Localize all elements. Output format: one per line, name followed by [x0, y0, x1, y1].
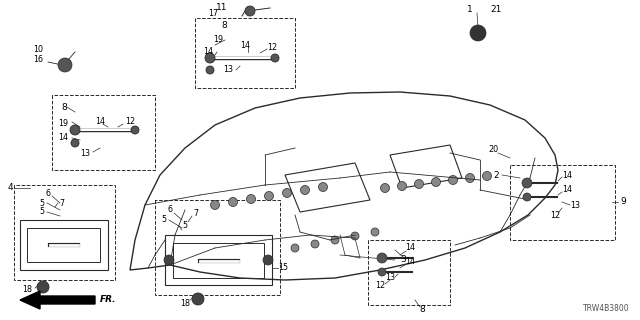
- Text: 19: 19: [58, 118, 68, 127]
- Text: 20: 20: [488, 146, 498, 155]
- Circle shape: [351, 232, 359, 240]
- Circle shape: [192, 293, 204, 305]
- Circle shape: [58, 58, 72, 72]
- Text: 1: 1: [467, 5, 473, 14]
- Text: 12: 12: [267, 43, 277, 52]
- Circle shape: [264, 191, 273, 201]
- Text: 12: 12: [125, 116, 135, 125]
- Text: 14: 14: [240, 41, 250, 50]
- Text: 9: 9: [620, 197, 626, 206]
- Text: 12: 12: [550, 211, 560, 220]
- Text: 8: 8: [419, 306, 425, 315]
- Text: 13: 13: [385, 274, 395, 283]
- Circle shape: [311, 240, 319, 248]
- Circle shape: [164, 255, 174, 265]
- Circle shape: [319, 182, 328, 191]
- Text: 13: 13: [570, 201, 580, 210]
- Circle shape: [377, 253, 387, 263]
- Text: 17: 17: [208, 10, 218, 19]
- Circle shape: [291, 244, 299, 252]
- Text: 14: 14: [405, 244, 415, 252]
- Text: 8: 8: [61, 102, 67, 111]
- Circle shape: [228, 197, 237, 206]
- Text: 13: 13: [80, 148, 90, 157]
- Text: 5: 5: [182, 220, 188, 229]
- Text: 21: 21: [490, 5, 502, 14]
- Text: 14: 14: [58, 133, 68, 142]
- Text: 2: 2: [493, 171, 499, 180]
- Text: 5: 5: [40, 207, 45, 217]
- Circle shape: [470, 25, 486, 41]
- Circle shape: [378, 268, 386, 276]
- Text: 10: 10: [33, 45, 43, 54]
- Text: 14: 14: [405, 258, 415, 267]
- Circle shape: [271, 54, 279, 62]
- Text: 7: 7: [60, 198, 65, 207]
- Circle shape: [397, 181, 406, 190]
- Text: 13: 13: [223, 66, 233, 75]
- Circle shape: [246, 195, 255, 204]
- Text: 14: 14: [562, 171, 572, 180]
- Circle shape: [70, 125, 80, 135]
- Circle shape: [263, 255, 273, 265]
- Circle shape: [245, 6, 255, 16]
- Circle shape: [415, 180, 424, 188]
- Text: 16: 16: [33, 55, 43, 65]
- Text: 5: 5: [161, 215, 166, 225]
- Text: 6: 6: [45, 188, 51, 197]
- Text: 14: 14: [203, 47, 213, 57]
- Text: 18: 18: [22, 285, 32, 294]
- Text: 18: 18: [180, 299, 190, 308]
- Circle shape: [37, 281, 49, 293]
- Text: FR.: FR.: [100, 295, 116, 305]
- Circle shape: [282, 188, 291, 197]
- Text: 7: 7: [193, 210, 198, 219]
- Text: 8: 8: [221, 20, 227, 29]
- Circle shape: [381, 183, 390, 193]
- Circle shape: [431, 178, 440, 187]
- Circle shape: [483, 172, 492, 180]
- Text: 12: 12: [375, 282, 385, 291]
- Text: 5: 5: [40, 198, 45, 207]
- Circle shape: [465, 173, 474, 182]
- Circle shape: [449, 175, 458, 185]
- Circle shape: [205, 53, 215, 63]
- Text: 6: 6: [168, 205, 173, 214]
- Circle shape: [371, 228, 379, 236]
- Circle shape: [131, 126, 139, 134]
- Text: 3: 3: [400, 255, 406, 265]
- Text: 11: 11: [216, 3, 228, 12]
- Circle shape: [301, 186, 310, 195]
- Circle shape: [523, 193, 531, 201]
- Circle shape: [71, 139, 79, 147]
- Text: 14: 14: [95, 116, 105, 125]
- Text: TRW4B3800: TRW4B3800: [584, 304, 630, 313]
- Circle shape: [206, 66, 214, 74]
- Text: 15: 15: [278, 263, 288, 273]
- Text: 4: 4: [7, 183, 13, 193]
- FancyArrow shape: [20, 291, 95, 309]
- Circle shape: [331, 236, 339, 244]
- Circle shape: [211, 201, 220, 210]
- Text: 19: 19: [213, 36, 223, 44]
- Circle shape: [522, 178, 532, 188]
- Text: 14: 14: [562, 186, 572, 195]
